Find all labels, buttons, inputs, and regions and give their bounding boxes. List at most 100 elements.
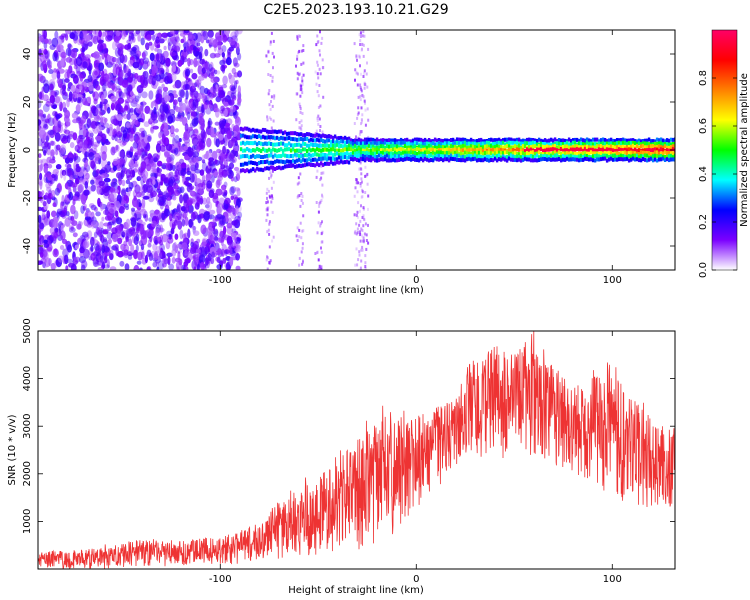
- spectrogram-cell: [55, 150, 59, 156]
- spectrogram-cell: [200, 261, 205, 270]
- spectrogram-cell: [68, 169, 73, 176]
- spectrogram-cell: [265, 191, 268, 195]
- spectrogram-cell: [126, 175, 133, 181]
- spectrogram-cell: [76, 223, 82, 230]
- spectrogram-cell: [367, 207, 369, 211]
- spectrogram-cell: [140, 208, 147, 216]
- spectrogram-cell: [301, 194, 304, 198]
- spectrogram-cell: [75, 64, 81, 74]
- spectrogram-cell: [85, 210, 92, 217]
- spectrogram-cell: [39, 246, 46, 252]
- spectrogram-cell: [168, 263, 175, 270]
- spectrogram-cell: [77, 237, 82, 245]
- spectrogram-cell: [49, 234, 54, 242]
- spectrogram-cell: [361, 248, 364, 252]
- spectrogram-cell: [191, 72, 198, 80]
- spectrogram-cell: [74, 177, 79, 185]
- spectrogram-cell: [316, 251, 319, 255]
- spectrogram-cell: [152, 261, 158, 268]
- spectrogram-cell: [363, 239, 365, 243]
- spectrogram-cell: [272, 119, 275, 123]
- spectrogram-cell: [145, 42, 150, 51]
- spectrogram-cell: [365, 247, 368, 251]
- spectrogram-cell: [224, 122, 231, 128]
- spectrogram-cell: [359, 98, 362, 102]
- spectrogram-cell: [362, 30, 365, 34]
- spectrogram-cell: [103, 192, 110, 199]
- spectrogram-cell: [358, 250, 361, 254]
- spectrogram-cell: [355, 71, 358, 75]
- spectrogram-cell: [152, 125, 159, 130]
- spectrogram-cell: [206, 196, 211, 205]
- spectrogram-cell: [358, 167, 361, 171]
- spectrogram-cell: [170, 227, 175, 235]
- spectrogram-cell: [59, 133, 67, 142]
- spectrogram-cell: [115, 58, 119, 64]
- spectrogram-cell: [321, 58, 324, 62]
- spectrogram-cell: [126, 39, 133, 45]
- spectrogram-cell: [158, 131, 163, 139]
- spectrogram-cell: [171, 256, 176, 264]
- spectrogram-cell: [316, 90, 319, 94]
- spectrogram-cell: [104, 141, 111, 145]
- spectrogram-cell: [181, 102, 186, 111]
- spectrogram-cell: [72, 232, 78, 238]
- spectrogram-cell: [50, 262, 56, 270]
- spectrogram-cell: [134, 95, 140, 102]
- spectrogram-cell: [64, 182, 69, 190]
- spectrogram-cell: [123, 240, 128, 246]
- spectrogram-cell: [298, 34, 301, 38]
- spectrogram-cell: [235, 173, 241, 181]
- spectrogram-cell: [270, 200, 273, 204]
- spectrogram-cell: [163, 258, 169, 265]
- spectrogram-cell: [321, 66, 324, 70]
- spectrogram-cell: [355, 222, 358, 226]
- spectrogram-cell: [42, 251, 49, 260]
- spectrogram-cell: [173, 241, 177, 250]
- spectrogram-cell: [38, 153, 42, 159]
- spectrogram-cell: [353, 194, 356, 198]
- spectrogram-cell: [215, 179, 221, 189]
- spectrogram-cell: [211, 174, 215, 183]
- spectrogram-cell: [96, 114, 100, 120]
- spectrogram-cell: [101, 244, 106, 254]
- spectrogram-cell: [295, 234, 298, 238]
- spectrogram-cell: [193, 128, 199, 134]
- spectrogram-cell: [60, 225, 64, 232]
- spectrogram-cell: [41, 114, 46, 122]
- spectrogram-cell: [122, 114, 129, 119]
- spectrogram-cell: [197, 112, 205, 122]
- spectrogram-cell: [129, 107, 134, 113]
- spectrogram-cell: [128, 238, 133, 247]
- spectrogram-cell: [359, 266, 362, 270]
- spectrogram-cell: [358, 223, 361, 227]
- spectrogram-cell: [361, 113, 364, 117]
- spectrogram-cell: [74, 256, 81, 263]
- spectrogram-cell: [109, 253, 114, 261]
- spectrogram-cell: [131, 46, 137, 52]
- spectrogram-cell: [64, 217, 71, 227]
- spectrogram-cell: [132, 141, 139, 149]
- spectrogram-cell: [204, 94, 210, 105]
- spectrogram-cell: [82, 241, 89, 249]
- spectrogram-cell: [128, 59, 134, 67]
- spectrogram-cell: [45, 100, 51, 107]
- spectrogram-cell: [90, 184, 96, 192]
- spectrogram-cell: [94, 70, 98, 76]
- spectrogram-cell: [55, 69, 60, 74]
- spectrogram-cell: [222, 257, 227, 264]
- spectrogram-cell: [125, 235, 129, 240]
- spectrogram-cell: [362, 95, 365, 99]
- spectrogram-cell: [221, 45, 227, 53]
- spectrogram-cell: [196, 106, 203, 113]
- spectrogram-cell: [142, 51, 146, 61]
- spectrogram-cell: [267, 49, 270, 53]
- spectrogram-cell: [188, 218, 194, 228]
- spectrogram-cell: [210, 71, 215, 77]
- spectrogram-cell: [123, 194, 128, 201]
- spectrogram-cell: [208, 99, 213, 109]
- spectrogram-cell: [95, 227, 101, 235]
- y-tick-label: 3000: [22, 413, 33, 438]
- spectrogram-cell: [39, 163, 43, 171]
